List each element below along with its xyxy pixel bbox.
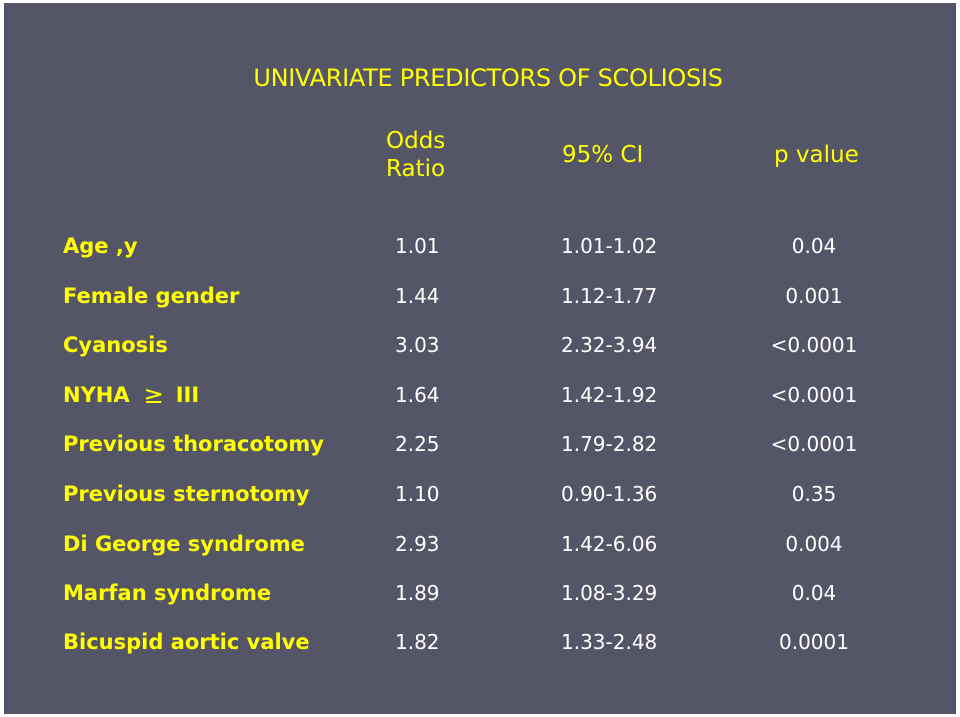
table-row: NYHA ≥ III 1.64 1.42-1.92 <0.0001 — [4, 380, 956, 410]
p-value: <0.0001 — [770, 333, 858, 357]
row-label-suffix: III — [175, 383, 200, 407]
ci-value: 2.32-3.94 — [561, 333, 658, 357]
row-label: NYHA ≥ III — [63, 380, 199, 410]
row-label: Previous sternotomy — [63, 482, 310, 506]
odds-ratio-value: 1.64 — [395, 383, 440, 407]
p-value: 0.35 — [791, 482, 837, 506]
p-value: <0.0001 — [770, 432, 858, 456]
odds-ratio-value: 2.25 — [395, 432, 440, 456]
slide-title: UNIVARIATE PREDICTORS OF SCOLIOSIS — [253, 64, 723, 92]
row-label: Female gender — [63, 284, 240, 308]
p-value: <0.0001 — [770, 383, 858, 407]
table-row: Bicuspid aortic valve 1.82 1.33-2.48 0.0… — [4, 627, 956, 657]
header-ci: 95% CI — [562, 142, 644, 168]
greater-or-equal-icon: ≥ — [143, 381, 164, 409]
odds-ratio-value: 1.82 — [395, 630, 440, 654]
p-value: 0.04 — [791, 234, 837, 258]
ci-value: 1.01-1.02 — [561, 234, 658, 258]
odds-ratio-value: 1.01 — [395, 234, 440, 258]
ci-value: 1.08-3.29 — [561, 581, 658, 605]
row-label: Cyanosis — [63, 333, 168, 357]
table-row: Previous sternotomy 1.10 0.90-1.36 0.35 — [4, 479, 956, 509]
row-label: Previous thoracotomy — [63, 432, 324, 456]
header-odds-ratio-text: Odds Ratio — [386, 128, 446, 182]
table-row: Previous thoracotomy 2.25 1.79-2.82 <0.0… — [4, 429, 956, 459]
row-label: Di George syndrome — [63, 532, 305, 556]
p-value: 0.001 — [785, 284, 843, 308]
p-value: 0.004 — [785, 532, 843, 556]
table-row: Female gender 1.44 1.12-1.77 0.001 — [4, 281, 956, 311]
ci-value: 1.33-2.48 — [561, 630, 658, 654]
row-label: Age ,y — [63, 234, 138, 258]
row-label-prefix: NYHA — [63, 383, 130, 407]
table-row: Di George syndrome 2.93 1.42-6.06 0.004 — [4, 529, 956, 559]
odds-ratio-value: 1.89 — [395, 581, 440, 605]
table-row: Marfan syndrome 1.89 1.08-3.29 0.04 — [4, 578, 956, 608]
ci-value: 1.12-1.77 — [561, 284, 658, 308]
p-value: 0.0001 — [779, 630, 849, 654]
header-odds-ratio: Odds Ratio — [386, 127, 445, 183]
odds-ratio-value: 1.10 — [395, 482, 440, 506]
odds-ratio-value: 2.93 — [395, 532, 440, 556]
row-label: Bicuspid aortic valve — [63, 630, 310, 654]
odds-ratio-value: 1.44 — [395, 284, 440, 308]
ci-value: 1.42-1.92 — [561, 383, 658, 407]
p-value: 0.04 — [791, 581, 837, 605]
ci-value: 1.42-6.06 — [561, 532, 658, 556]
ci-value: 1.79-2.82 — [561, 432, 658, 456]
row-label: Marfan syndrome — [63, 581, 272, 605]
table-row: Cyanosis 3.03 2.32-3.94 <0.0001 — [4, 330, 956, 360]
ci-value: 0.90-1.36 — [561, 482, 658, 506]
slide: UNIVARIATE PREDICTORS OF SCOLIOSIS Odds … — [4, 3, 956, 714]
header-p-value: p value — [774, 142, 859, 168]
odds-ratio-value: 3.03 — [395, 333, 440, 357]
table-row: Age ,y 1.01 1.01-1.02 0.04 — [4, 231, 956, 261]
